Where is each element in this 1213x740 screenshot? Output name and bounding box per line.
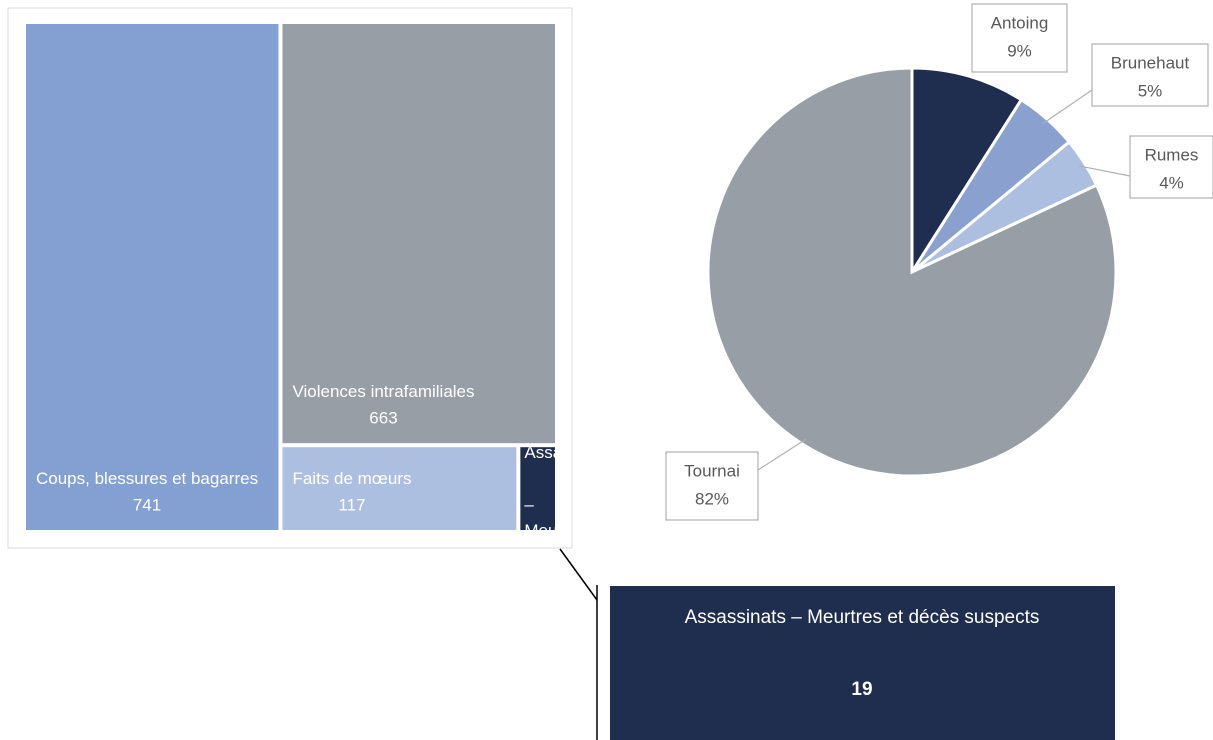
tile-value: 663	[369, 409, 397, 428]
tile-label: Violences intrafamiliales	[292, 383, 474, 402]
callout-value: 19	[851, 679, 872, 700]
label-leader	[1078, 165, 1131, 177]
label-box	[1091, 43, 1209, 107]
slice-value: 5%	[1138, 81, 1163, 100]
label-leader	[1042, 89, 1093, 125]
label-box	[1129, 135, 1213, 199]
slice-name: Antoing	[991, 13, 1049, 32]
tile-label: Faits de mœurs	[292, 469, 411, 488]
treemap-tile	[282, 447, 517, 530]
slice-value: 4%	[1159, 173, 1184, 192]
pie-slice	[706, 66, 1118, 478]
callout-leader	[559, 548, 598, 601]
label-box	[971, 3, 1068, 73]
slice-value: 82%	[695, 489, 729, 508]
slice-value: 9%	[1007, 41, 1032, 60]
label-leader	[757, 438, 807, 471]
callout-label: Assassinats – Meurtres et décès suspects	[685, 607, 1040, 628]
slice-name: Brunehaut	[1111, 53, 1190, 72]
tile-value: 117	[338, 495, 365, 514]
treemap-tile	[520, 447, 555, 530]
tile-label: Coups, blessures et bagarres	[36, 469, 258, 488]
treemap-tile	[282, 24, 555, 444]
label-box	[665, 451, 759, 521]
tile-value: 741	[133, 495, 161, 514]
slice-name: Rumes	[1145, 145, 1199, 164]
treemap-tile	[26, 24, 279, 530]
slice-name: Tournai	[684, 461, 740, 480]
callout-box	[610, 586, 1115, 740]
pie-slice	[910, 66, 1024, 278]
